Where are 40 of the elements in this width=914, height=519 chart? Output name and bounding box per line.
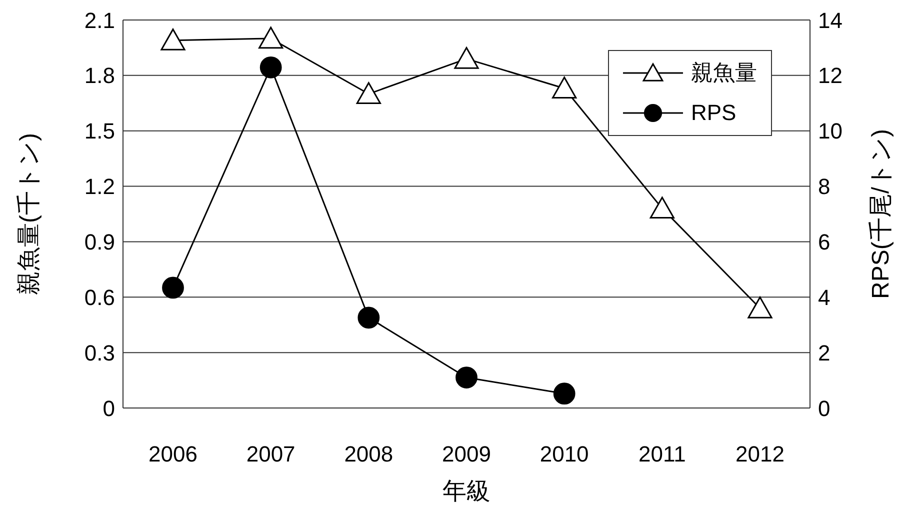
y-tick-label: 0 [102, 396, 115, 421]
y2-axis-title: RPS(千尾/トン) [868, 129, 895, 299]
y-tick-label: 0.9 [84, 230, 115, 255]
point [258, 26, 284, 49]
point [162, 276, 184, 299]
x-axis-title: 年級 [442, 478, 490, 505]
point [456, 366, 478, 388]
point [553, 382, 576, 405]
legend-label: RPS [691, 100, 736, 126]
y-tick-label: 0.3 [84, 340, 115, 366]
point [454, 47, 479, 69]
y2-tick-label: 12 [818, 63, 842, 88]
y-tick-label: 1.8 [84, 63, 115, 88]
y2-tick-label: 2 [818, 340, 830, 366]
point [552, 76, 577, 98]
x-tick-label: 2012 [736, 442, 784, 467]
y2-tick-label: 0 [818, 396, 830, 421]
x-tick-label: 2009 [442, 442, 491, 467]
point [356, 82, 381, 104]
point [358, 306, 380, 329]
point [260, 56, 282, 78]
x-tick-label: 2010 [540, 442, 589, 467]
y-tick-label: 0.6 [84, 284, 115, 310]
point [650, 196, 674, 219]
y-tick-label: 1.2 [84, 174, 115, 200]
point [748, 296, 772, 318]
y2-tick-label: 6 [818, 230, 830, 255]
x-tick-label: 2011 [638, 442, 686, 467]
legend-label: 親魚量 [691, 59, 757, 87]
y2-tick-label: 10 [818, 118, 842, 144]
y2-tick-label: 4 [818, 284, 830, 310]
x-tick-label: 2008 [344, 442, 394, 467]
y-tick-label: 2.1 [84, 8, 115, 33]
x-tick-label: 2007 [246, 442, 296, 467]
y-tick-label: 1.5 [84, 118, 115, 144]
y2-tick-label: 8 [818, 174, 830, 200]
point [160, 28, 186, 50]
y-axis-title: 親魚量(千トン) [16, 133, 43, 295]
y2-tick-label: 14 [818, 8, 842, 33]
x-tick-label: 2006 [148, 442, 198, 467]
